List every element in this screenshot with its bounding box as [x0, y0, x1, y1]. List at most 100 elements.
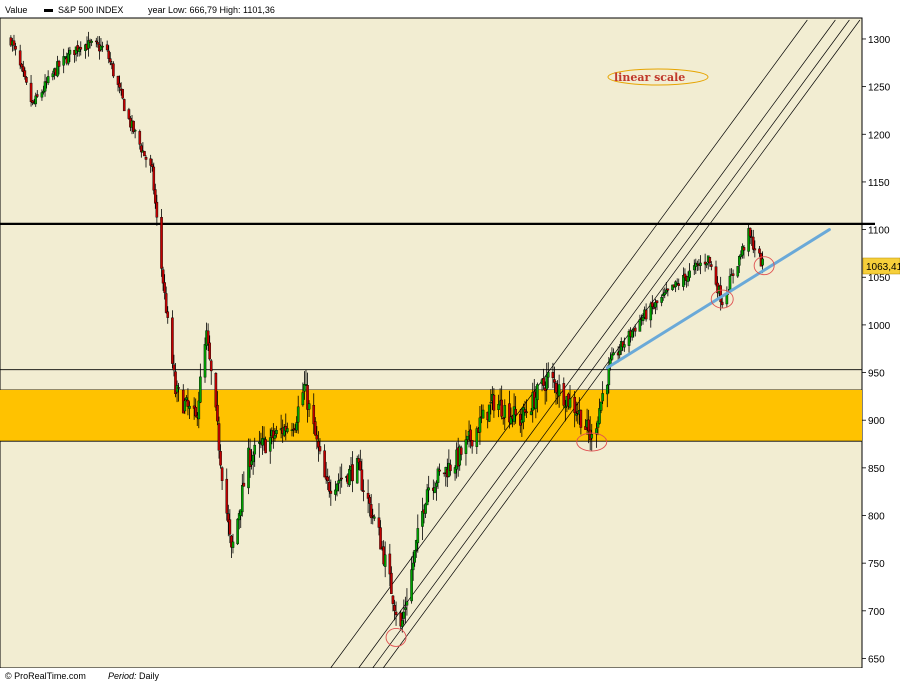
- candle-body: [31, 100, 34, 104]
- candle-body: [649, 303, 653, 321]
- candle-body: [630, 331, 634, 338]
- candle-body: [143, 151, 146, 157]
- candle-body: [240, 485, 244, 513]
- candle-body: [708, 256, 712, 264]
- candle-body: [42, 90, 45, 93]
- candle-body: [313, 421, 317, 436]
- candle-body: [492, 394, 496, 411]
- candle-body: [590, 434, 594, 439]
- candle-body: [251, 454, 255, 463]
- candle-body: [666, 288, 670, 291]
- candle-body: [318, 446, 322, 452]
- candle-body: [748, 227, 752, 237]
- y-tick-label: 650: [868, 654, 885, 665]
- candle-body: [326, 476, 330, 482]
- candle-body: [228, 519, 232, 535]
- candle-body: [340, 477, 343, 480]
- candle-body: [301, 392, 305, 406]
- candle-body: [605, 384, 609, 395]
- candle-body: [40, 92, 44, 98]
- low-marker-circle: [753, 256, 775, 276]
- candle-body: [400, 620, 404, 627]
- candle-body: [18, 50, 22, 66]
- candle-body: [738, 256, 741, 266]
- candle-body: [34, 95, 38, 105]
- value-label: Value: [5, 5, 27, 15]
- candle-body: [739, 254, 743, 258]
- candle-body: [761, 258, 764, 266]
- candle-body: [551, 372, 555, 379]
- candle-body: [388, 553, 392, 575]
- last-price-tag: [862, 257, 900, 275]
- candle-body: [225, 478, 229, 514]
- candle-body: [133, 129, 137, 132]
- y-tick-label: 1200: [868, 130, 891, 141]
- candle-body: [21, 66, 25, 73]
- candle-body: [435, 482, 438, 487]
- candle-body: [411, 562, 415, 571]
- y-tick-label: 900: [868, 416, 885, 427]
- candle-body: [172, 364, 176, 371]
- candle-body: [523, 409, 527, 413]
- candle-body: [596, 420, 600, 428]
- candle-body: [410, 569, 413, 602]
- support-band: [0, 389, 862, 442]
- candle-body: [612, 352, 615, 356]
- candle-body: [51, 73, 55, 78]
- candle-body: [57, 60, 61, 67]
- candle-body: [442, 472, 446, 475]
- candle-body: [174, 371, 177, 395]
- candle-body: [644, 309, 648, 320]
- candle-body: [638, 319, 642, 332]
- candle-body: [183, 400, 187, 412]
- candle-body: [307, 403, 311, 410]
- candle-body: [286, 428, 289, 432]
- candle-body: [161, 269, 165, 284]
- candle-body: [230, 535, 233, 548]
- candle-body: [317, 441, 320, 448]
- candle-body: [536, 384, 539, 401]
- candle-body: [377, 517, 381, 528]
- candle-body: [77, 48, 81, 52]
- candle-body: [108, 58, 112, 63]
- plot-area: [0, 17, 863, 669]
- candle-body: [348, 468, 351, 486]
- candle-body: [688, 270, 691, 278]
- candle-body: [404, 607, 407, 610]
- candle-body: [268, 437, 272, 452]
- candle-body: [351, 464, 354, 482]
- candle-body: [546, 372, 550, 378]
- footer-bar: [0, 668, 900, 700]
- candle-body: [665, 289, 668, 293]
- candle-body: [453, 467, 457, 474]
- candle-body: [692, 265, 696, 271]
- candle-body: [35, 94, 39, 97]
- candle-body: [227, 513, 230, 523]
- candle-body: [574, 413, 578, 416]
- candle-body: [155, 201, 159, 218]
- candle-body: [12, 40, 16, 46]
- candle-body: [368, 497, 371, 504]
- candle-body: [14, 45, 17, 50]
- candle-body: [545, 376, 549, 390]
- candle-body: [660, 297, 663, 303]
- candle-body: [509, 416, 513, 424]
- y-tick-label: 1000: [868, 321, 891, 332]
- candle-body: [466, 435, 469, 440]
- candle-body: [557, 384, 561, 397]
- candle-body: [618, 350, 622, 356]
- candle-body: [94, 40, 98, 43]
- candle-body: [334, 489, 337, 495]
- candle-body: [421, 510, 424, 527]
- candle-body: [682, 275, 685, 287]
- candle-body: [250, 460, 253, 466]
- candle-body: [710, 264, 713, 267]
- candle-body: [166, 311, 170, 318]
- candle-body: [703, 261, 707, 265]
- candle-body: [654, 302, 657, 308]
- candle-body: [522, 407, 525, 423]
- low-marker-circle: [576, 432, 608, 452]
- candle-body: [121, 89, 124, 99]
- candle-body: [327, 481, 331, 492]
